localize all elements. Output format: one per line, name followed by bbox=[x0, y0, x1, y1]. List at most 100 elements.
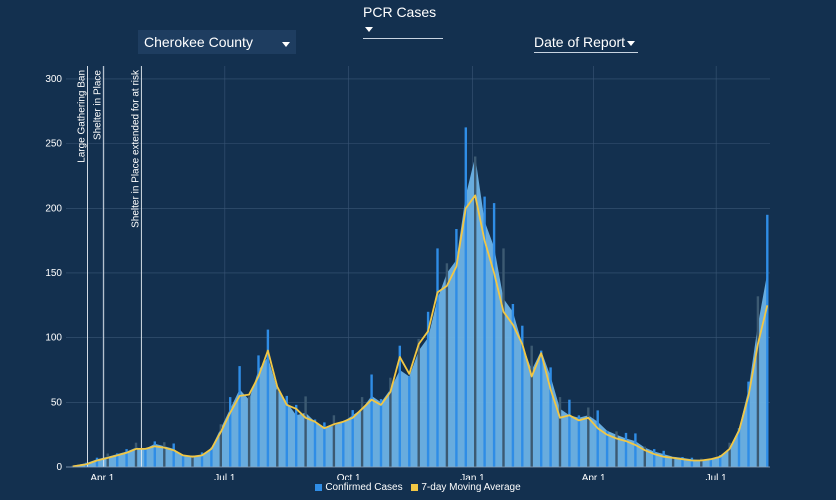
annotation-label: Shelter in Place bbox=[93, 70, 104, 140]
annotation-label: Shelter in Place extended for at risk bbox=[130, 69, 141, 228]
chart-legend: Confirmed Cases 7-day Moving Average bbox=[0, 482, 836, 493]
y-tick-label: 50 bbox=[51, 397, 63, 408]
bar bbox=[483, 196, 486, 467]
bar bbox=[624, 432, 628, 467]
bar bbox=[360, 397, 364, 467]
bar bbox=[530, 345, 533, 467]
bar bbox=[153, 441, 156, 467]
bar bbox=[379, 399, 383, 467]
bar bbox=[219, 424, 222, 467]
bar bbox=[719, 455, 722, 467]
legend-label-confirmed: Confirmed Cases bbox=[325, 482, 403, 493]
bar bbox=[455, 229, 458, 467]
cases-chart: 0 50 100 150 200 250 300 Apr 1 Jul 1 Oct 1 Jan 1 Ap… bbox=[45, 66, 770, 480]
bar bbox=[398, 345, 401, 467]
legend-swatch-confirmed bbox=[315, 483, 323, 491]
bar bbox=[125, 449, 128, 467]
chevron-down-icon bbox=[627, 40, 636, 46]
x-tick-label: Apr 1 bbox=[90, 473, 114, 480]
y-tick-label: 150 bbox=[45, 268, 62, 279]
bar bbox=[436, 248, 439, 467]
bar bbox=[549, 367, 552, 467]
bar bbox=[313, 419, 317, 467]
bar bbox=[295, 404, 298, 467]
x-tick-label: Jul 1 bbox=[214, 473, 236, 480]
bar bbox=[671, 456, 675, 467]
bar bbox=[285, 395, 288, 467]
metric-dropdown-label: PCR Cases bbox=[363, 4, 437, 20]
bar bbox=[304, 396, 307, 467]
bar bbox=[266, 329, 270, 467]
bar bbox=[370, 374, 373, 467]
bar bbox=[163, 442, 166, 467]
y-tick-label: 300 bbox=[45, 74, 62, 85]
legend-item-confirmed[interactable]: Confirmed Cases bbox=[315, 482, 405, 493]
bar bbox=[332, 415, 336, 467]
bar bbox=[172, 443, 175, 467]
moving-average-line bbox=[72, 194, 769, 468]
bar bbox=[634, 433, 637, 467]
bar bbox=[229, 397, 232, 467]
bar bbox=[426, 311, 430, 467]
bar bbox=[200, 452, 204, 467]
bar bbox=[766, 214, 769, 467]
bar bbox=[247, 396, 251, 467]
bar bbox=[492, 203, 496, 467]
annotation-label: Large Gathering Ban bbox=[77, 70, 88, 163]
bar bbox=[690, 457, 694, 467]
bar bbox=[417, 338, 420, 467]
bar bbox=[502, 248, 505, 467]
bar bbox=[134, 442, 138, 467]
bar bbox=[540, 350, 543, 467]
bar bbox=[681, 457, 684, 467]
bar bbox=[95, 457, 99, 467]
chevron-down-icon bbox=[365, 26, 373, 32]
bar bbox=[521, 325, 524, 467]
legend-label-moving-average: 7-day Moving Average bbox=[421, 482, 521, 493]
cases-area bbox=[72, 156, 768, 467]
date-type-dropdown-label: Date of Report bbox=[534, 34, 626, 50]
x-tick-label: Apr 1 bbox=[582, 473, 606, 480]
y-tick-label: 250 bbox=[45, 139, 62, 150]
bar bbox=[587, 407, 590, 467]
x-tick-label: Jan 1 bbox=[460, 473, 485, 480]
bar bbox=[238, 366, 241, 467]
bar bbox=[323, 422, 326, 467]
bar bbox=[106, 453, 109, 467]
county-dropdown[interactable]: Cherokee County bbox=[138, 30, 296, 54]
county-dropdown-label: Cherokee County bbox=[144, 34, 253, 50]
x-tick-label: Jul 1 bbox=[706, 473, 728, 480]
bar bbox=[700, 458, 703, 467]
bar bbox=[747, 381, 750, 467]
bar bbox=[643, 446, 646, 467]
bar bbox=[709, 458, 712, 467]
bar bbox=[577, 415, 581, 467]
bar bbox=[474, 156, 477, 467]
legend-swatch-moving-average bbox=[411, 483, 419, 491]
y-tick-label: 0 bbox=[56, 462, 62, 473]
bar bbox=[181, 454, 185, 467]
bar bbox=[445, 263, 449, 467]
bar bbox=[662, 450, 665, 467]
bar bbox=[728, 442, 731, 467]
bar bbox=[615, 431, 618, 467]
bar bbox=[116, 453, 119, 467]
bar bbox=[351, 410, 354, 467]
date-type-dropdown[interactable]: Date of Report bbox=[534, 34, 638, 53]
bar bbox=[464, 127, 467, 468]
bar bbox=[568, 399, 571, 467]
bar bbox=[596, 410, 599, 467]
bar bbox=[511, 304, 515, 467]
bar bbox=[210, 447, 213, 467]
y-tick-label: 200 bbox=[45, 203, 62, 214]
bar bbox=[342, 421, 345, 467]
bar bbox=[653, 449, 656, 467]
metric-dropdown[interactable]: PCR Cases bbox=[363, 4, 443, 39]
bar bbox=[558, 397, 562, 467]
bar bbox=[756, 296, 760, 467]
bar bbox=[276, 389, 279, 467]
x-tick-label: Oct 1 bbox=[337, 473, 361, 480]
legend-item-moving-average[interactable]: 7-day Moving Average bbox=[411, 482, 521, 493]
bar bbox=[257, 355, 260, 467]
bar bbox=[408, 376, 411, 467]
